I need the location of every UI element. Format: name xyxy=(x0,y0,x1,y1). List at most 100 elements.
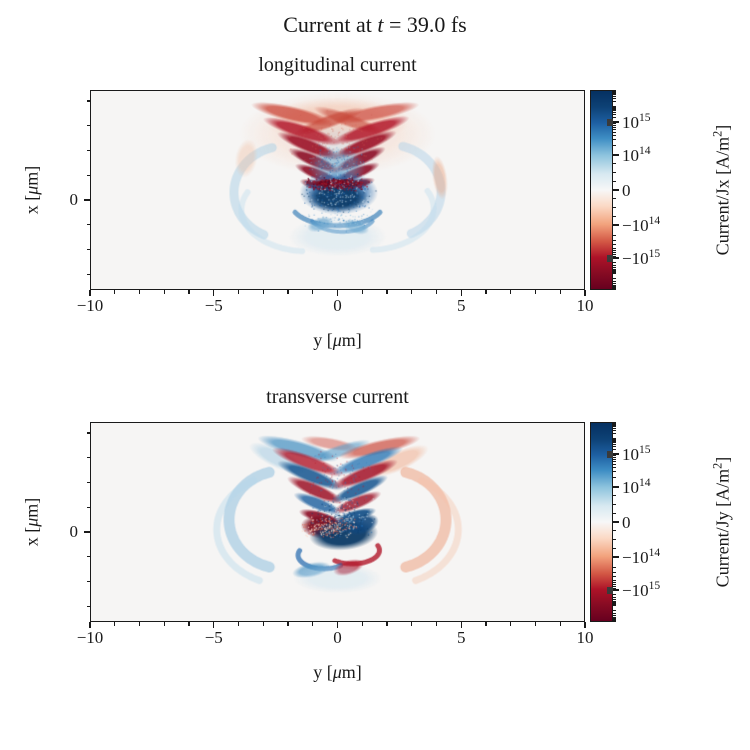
colorbar-minor-tick xyxy=(613,131,617,133)
colorbar-minor-tick xyxy=(613,271,617,273)
colorbar-tick-base: 0 xyxy=(622,512,631,532)
colorbar-minor-tick xyxy=(613,252,617,254)
y-tick-mark xyxy=(86,432,90,434)
colorbar-minor-tick xyxy=(613,456,617,458)
colorbar-longitudinal xyxy=(590,90,613,290)
x-tick-mark xyxy=(312,290,314,294)
colorbar-minor-tick xyxy=(613,113,617,115)
colorbar-minor-tick xyxy=(613,240,617,242)
colorbar-minor-tick xyxy=(613,604,617,606)
x-tick-label: −10 xyxy=(76,296,104,315)
colorbar-tick-label: −1014 xyxy=(622,214,660,236)
colorbar-minor-tick xyxy=(613,244,617,246)
x-tick-mark xyxy=(584,290,586,296)
colorbar-minor-tick xyxy=(613,106,617,108)
colorbar-minor-tick xyxy=(613,594,617,596)
colorbar-tick-exp: 14 xyxy=(648,546,661,560)
y-tick-mark xyxy=(86,149,90,152)
colorbar-minor-tick xyxy=(613,247,617,249)
colorbar-minor-tick xyxy=(613,272,617,274)
colorbar-minor-tick xyxy=(613,610,617,612)
colorbar-minor-tick xyxy=(613,163,617,165)
x-tick-mark xyxy=(138,622,141,626)
colorbar-minor-tick xyxy=(613,443,617,445)
colorbar-label: Current/Jx [A/m2] xyxy=(711,125,734,256)
x-tick-label: −5 xyxy=(204,296,223,315)
colorbar-minor-tick xyxy=(613,620,617,622)
colorbar-tick-label: 1015 xyxy=(622,443,651,465)
colorbar-minor-tick xyxy=(613,495,617,497)
colorbar-minor-tick xyxy=(613,566,617,568)
colorbar-minor-tick xyxy=(613,109,617,111)
colorbar-minor-tick xyxy=(613,576,617,578)
x-tick-mark xyxy=(510,290,512,294)
y-tick-mark xyxy=(86,100,90,102)
colorbar-minor-tick xyxy=(613,547,617,549)
colorbar-minor-tick xyxy=(613,278,617,280)
colorbar-minor-tick xyxy=(613,287,617,289)
colorbar-tick-label: −1015 xyxy=(622,579,660,601)
colorbar-minor-tick xyxy=(613,126,617,128)
colorbar-minor-tick xyxy=(613,470,617,472)
x-tick-mark xyxy=(559,290,561,294)
x-tick-label: 10 xyxy=(576,296,594,315)
colorbar-tick-base: −10 xyxy=(622,215,649,235)
x-axis-label-post: m] xyxy=(341,330,362,350)
x-tick-mark xyxy=(386,622,388,626)
colorbar-minor-tick xyxy=(613,458,617,460)
colorbar-minor-tick xyxy=(613,110,617,112)
colorbar-minor-tick xyxy=(613,93,617,95)
x-tick-mark xyxy=(188,290,190,294)
colorbar-minor-tick xyxy=(613,617,617,619)
colorbar-minor-tick xyxy=(613,579,617,581)
colorbar-minor-tick xyxy=(613,215,617,217)
colorbar-minor-tick xyxy=(613,530,617,532)
x-tick-mark xyxy=(89,290,91,296)
colorbar-minor-tick xyxy=(613,111,617,113)
colorbar-minor-tick xyxy=(613,288,617,290)
colorbar-minor-tick xyxy=(613,601,617,603)
colorbar-label-post: ] xyxy=(712,124,733,131)
x-tick-mark xyxy=(163,622,165,626)
x-tick-mark xyxy=(485,622,487,626)
colorbar-minor-tick xyxy=(613,603,617,605)
y-tick-mark xyxy=(86,224,90,226)
colorbar-tick-base: 10 xyxy=(622,112,639,132)
colorbar-minor-tick xyxy=(613,466,617,468)
colorbar-minor-tick xyxy=(613,124,617,126)
colorbar-tick-mark xyxy=(613,189,619,191)
x-tick-label: −10 xyxy=(76,628,104,647)
x-tick-mark xyxy=(411,290,413,294)
colorbar-tick-base: −10 xyxy=(622,547,649,567)
colorbar-tick-mark xyxy=(613,224,619,226)
x-tick-label: 5 xyxy=(457,628,466,647)
x-tick-mark xyxy=(213,622,215,628)
colorbar-minor-tick xyxy=(613,144,617,146)
colorbar-minor-tick xyxy=(613,94,617,96)
colorbar-minor-tick xyxy=(613,255,617,257)
colorbar-tick-exp: 14 xyxy=(639,144,651,158)
colorbar-tick-mark xyxy=(613,121,619,123)
axes-transverse xyxy=(90,422,585,622)
colorbar-minor-tick xyxy=(613,587,617,589)
colorbar-minor-tick xyxy=(613,429,617,431)
y-tick-mark xyxy=(86,273,90,275)
y-tick-mark xyxy=(86,481,90,484)
colorbar-minor-tick xyxy=(613,439,617,441)
colorbar-minor-tick xyxy=(613,283,617,285)
colorbar-minor-tick xyxy=(613,90,617,92)
colorbar-label-pre: Current/Jx [A/m xyxy=(712,136,733,256)
heatmap-longitudinal xyxy=(91,91,584,289)
colorbar-minor-tick xyxy=(613,254,617,256)
y-tick-mark xyxy=(84,199,90,201)
colorbar-minor-tick xyxy=(613,503,617,505)
colorbar-minor-tick xyxy=(613,455,617,457)
x-tick-mark xyxy=(237,290,240,294)
colorbar-minor-tick xyxy=(613,438,617,440)
x-tick-mark xyxy=(534,290,537,294)
x-tick-mark xyxy=(361,622,363,626)
colorbar-minor-tick xyxy=(613,432,617,434)
colorbar-minor-tick xyxy=(613,441,617,443)
x-tick-mark xyxy=(534,622,537,626)
colorbar-minor-tick xyxy=(613,90,617,92)
